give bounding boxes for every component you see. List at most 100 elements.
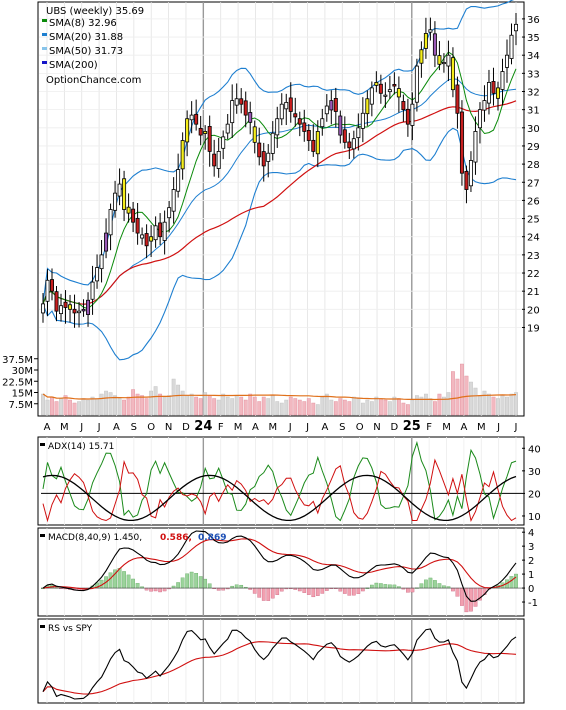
macd-line — [42, 530, 517, 602]
macd-histogram-bar — [185, 573, 189, 589]
volume-bar — [333, 401, 338, 416]
candle-body — [369, 87, 374, 105]
macd-tick-label: 2 — [528, 556, 534, 567]
volume-bar — [50, 396, 54, 416]
candle-body — [104, 232, 109, 252]
candle-body — [135, 217, 140, 234]
volume-bar — [356, 398, 361, 416]
candle-body — [428, 29, 433, 33]
macd-histogram-bar — [351, 587, 356, 596]
adx-tick-label: 20 — [528, 489, 541, 500]
macd-histogram-bar — [257, 587, 262, 598]
candle-body — [446, 54, 451, 67]
candle-body — [360, 112, 365, 129]
candle-body — [45, 279, 50, 302]
macd-tick-label: 1 — [528, 570, 534, 581]
volume-bar — [311, 402, 316, 416]
macd-histogram-bar — [135, 583, 140, 589]
macd-histogram-bar — [162, 587, 167, 592]
macd-signal-line — [42, 538, 517, 590]
volume-bar — [257, 401, 262, 416]
candle-body — [441, 62, 446, 65]
candle-body — [261, 151, 266, 167]
candle-body — [266, 152, 271, 162]
price-tick-label: 20 — [527, 305, 540, 316]
volume-bar — [284, 399, 289, 416]
month-label: M — [477, 422, 486, 433]
candle-body — [50, 279, 54, 292]
di-plus-line — [42, 440, 517, 522]
month-label: A — [460, 422, 467, 433]
price-tick-label: 33 — [527, 69, 540, 80]
candle-body — [500, 71, 505, 90]
macd-histogram-bar — [221, 587, 226, 591]
candle-body — [324, 105, 329, 115]
volume-bar — [171, 378, 176, 416]
volume-bar — [140, 395, 144, 416]
month-label: S — [339, 422, 345, 433]
candle-body — [356, 127, 361, 139]
volume-bar — [261, 396, 266, 416]
macd-histogram-bar — [252, 587, 257, 594]
candle-body — [410, 103, 415, 126]
candle-body — [288, 97, 293, 112]
adx-tick-label: 30 — [528, 467, 541, 478]
rs-label: RS vs SPY — [48, 624, 93, 634]
candle-body — [153, 225, 158, 241]
volume-bar — [131, 389, 135, 416]
price-tick-label: 31 — [527, 106, 540, 117]
volume-bar — [360, 402, 365, 416]
volume-bar — [482, 390, 487, 416]
macd-histogram-bar — [149, 587, 153, 592]
candle-body — [387, 89, 392, 93]
volume-bar — [72, 402, 77, 416]
macd-histogram-bar — [320, 587, 325, 594]
volume-bar — [176, 384, 181, 416]
macd-histogram-bar — [234, 584, 239, 589]
candle-body — [176, 169, 181, 192]
macd-histogram-bar — [347, 587, 352, 596]
candle-body — [270, 132, 275, 154]
volume-bar — [428, 398, 433, 416]
volume-bar — [230, 398, 235, 416]
macd-histogram-bar — [410, 587, 415, 593]
candle-body — [509, 34, 514, 59]
volume-bar — [469, 381, 473, 416]
candle-body — [212, 153, 217, 167]
volume-bar — [374, 396, 379, 416]
volume-bar — [478, 395, 482, 416]
macd-histogram-bar — [315, 587, 320, 596]
month-label: J — [97, 422, 101, 433]
month-label: N — [165, 422, 172, 433]
candle-body — [284, 101, 289, 110]
macd-tick-label: 0 — [528, 584, 534, 595]
macd-histogram-bar — [239, 584, 244, 589]
sma8-swatch — [42, 19, 47, 22]
volume-bar — [496, 398, 500, 416]
candle-body — [423, 33, 428, 49]
candle-body — [347, 141, 352, 149]
volume-bar — [54, 401, 59, 416]
macd-histogram-bar — [171, 585, 176, 589]
month-label: O — [356, 422, 364, 433]
volume-bar — [338, 398, 343, 416]
price-tick-label: 28 — [527, 160, 540, 171]
rs-line — [42, 628, 517, 700]
volume-bar — [86, 399, 90, 416]
candle-body — [392, 84, 397, 87]
volume-bar — [446, 392, 451, 416]
volume-bar — [302, 401, 307, 416]
macd-histogram-bar — [392, 584, 397, 589]
candle-body — [203, 131, 208, 134]
di-minus-line — [42, 458, 517, 523]
candle-body — [180, 140, 185, 170]
candle-body — [450, 57, 455, 91]
macd-histogram-bar — [451, 587, 455, 592]
volume-bar — [297, 399, 302, 416]
month-label: A — [44, 422, 51, 433]
candle-body — [86, 299, 91, 315]
candle-body — [77, 310, 82, 314]
volume-bar — [320, 396, 325, 416]
volume-bar — [117, 398, 122, 416]
